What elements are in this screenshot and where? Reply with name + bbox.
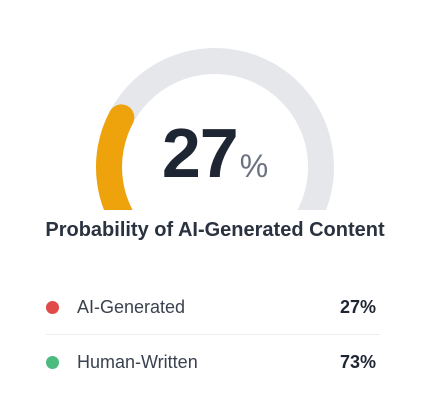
gauge-fill-ai-generated	[96, 104, 135, 210]
legend: AI-Generated 27% Human-Written 73%	[46, 280, 380, 389]
legend-label: Human-Written	[77, 351, 198, 372]
gauge-caption: Probability of AI-Generated Content	[45, 219, 385, 241]
gauge-value-unit: %	[239, 148, 269, 184]
legend-item-ai-generated: AI-Generated 27%	[46, 280, 380, 334]
human-written-dot-icon	[46, 355, 59, 369]
gauge-chart	[96, 48, 334, 210]
probability-gauge: 27%	[0, 48, 430, 210]
legend-value: 73%	[339, 351, 376, 372]
legend-label: AI-Generated	[77, 296, 186, 317]
gauge-value-number: 27	[161, 114, 239, 192]
legend-item-human-written: Human-Written 73%	[46, 334, 380, 389]
gauge-value: 27%	[0, 118, 430, 188]
ai-generated-dot-icon	[46, 300, 59, 314]
legend-value: 27%	[339, 296, 376, 317]
